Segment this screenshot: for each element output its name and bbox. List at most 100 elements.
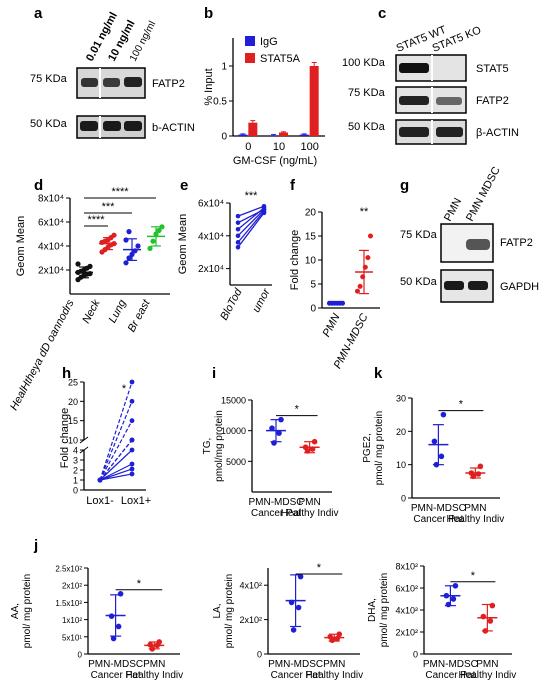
y-tick-label: 6x10⁴ <box>38 218 64 229</box>
x-tick-label: PMN <box>321 312 343 339</box>
data-point <box>487 618 494 624</box>
paired-line <box>237 205 265 217</box>
y-tick-label: 0 <box>401 494 406 504</box>
y-axis-label: PGE2, <box>362 433 373 462</box>
sig-stars: * <box>459 399 464 411</box>
y-tick-label: 0 <box>73 486 78 496</box>
legend-label-igg: IgG <box>260 36 278 48</box>
data-point <box>110 635 117 642</box>
y-tick-label: 0 <box>221 132 227 143</box>
y-tick-label: 2x10² <box>239 615 262 625</box>
y-tick-label: 30 <box>396 394 406 404</box>
blot-c-marker-75: 75 KDa <box>348 87 386 99</box>
x-tick-label: HealHtheya dD oannodrs <box>8 297 77 412</box>
y-axis-label: Geom Mean <box>15 216 27 277</box>
paired-line <box>99 420 133 481</box>
blot-c-band-label-stat5: STAT5 <box>476 63 509 75</box>
data-point <box>87 263 93 269</box>
x-tick-label-line1: PMN <box>464 503 486 514</box>
paired-line <box>237 212 265 248</box>
x-tick-label: 0 <box>245 141 251 153</box>
data-point-lox1-neg <box>97 477 103 483</box>
significance-stars: * <box>122 383 127 395</box>
data-point <box>327 634 334 640</box>
blot-a: 0.01 ng/ml 10 ng/ml 100 ng/ml 75 KDa 50 … <box>30 10 195 139</box>
x-tick-label-line1: PMN <box>298 497 320 508</box>
y-axis-label: Geom Mean <box>177 214 189 275</box>
data-point-tumor <box>261 207 267 212</box>
y-tick-label: 8x10⁴ <box>38 194 64 205</box>
x-tick-label-line2: Healthy Indiv <box>446 514 504 525</box>
y-tick-label: 5x10¹ <box>62 633 82 642</box>
data-point <box>489 602 496 609</box>
chart-j-dha: 0 2x10² 4x10² 6x10² 8x10² DHA, pmol/ mg protei… <box>367 562 516 682</box>
sig-neck-stars: **** <box>87 214 105 226</box>
panel-letter-b: b <box>204 5 213 22</box>
sig-stars: * <box>471 570 476 582</box>
blot-g: PMN PMN MDSC 75 KDa 50 KDa FATP2 GAPDH <box>400 165 539 303</box>
data-point <box>480 613 487 620</box>
y-tick-label: 0 <box>78 651 83 660</box>
y-tick-label: 15 <box>305 232 317 243</box>
blot-a-band-label-actin: b-ACTIN <box>152 122 195 134</box>
y-axis-label: Fold change <box>59 408 71 469</box>
bar-stat5a <box>309 66 319 136</box>
data-point-lox1-pos <box>129 398 135 404</box>
blot-g-gapdh-band-2 <box>468 281 488 290</box>
data-point <box>126 255 132 261</box>
paired-line <box>99 381 133 481</box>
data-point-lox1-pos <box>129 379 135 385</box>
data-point <box>368 233 373 239</box>
panel-letter-f: f <box>290 177 296 194</box>
blot-c-band-label-actin: β-ACTIN <box>476 127 519 139</box>
chart-i-tg: 5000 10000 15000 TG, pmol/mg protein * PMN-MDS… <box>202 396 339 520</box>
blot-c-band-label-fatp2: FATP2 <box>476 95 509 107</box>
x-tick-label-line1: PMN-MDSC <box>411 503 466 514</box>
y-tick-label: 10 <box>305 256 317 267</box>
y-tick-label: 6x10⁴ <box>198 199 224 210</box>
panel-letter-e: e <box>180 177 188 194</box>
data-point <box>123 237 129 243</box>
y-tick-label: 4 <box>73 446 78 456</box>
y-axis-label: TG, <box>202 438 213 455</box>
blot-a-band-1 <box>81 78 98 87</box>
y-tick-label: 2 <box>73 466 78 476</box>
paired-line <box>99 439 133 481</box>
x-tick-label-line1: PMN-MDSC <box>268 659 323 670</box>
y-tick-label: 6x10² <box>395 584 418 594</box>
y-tick-label: 15000 <box>221 396 246 406</box>
data-point <box>150 238 156 244</box>
chart-b-chip-bar: 0 0.5 1 % Input 0 10 100 GM-CSF (ng/mL) IgG STAT5… <box>203 36 325 167</box>
sig-stars: * <box>295 404 300 416</box>
x-tick-label-line1: PMN <box>143 659 165 670</box>
blot-a-band-2 <box>103 78 120 87</box>
data-point <box>123 260 129 266</box>
data-point <box>147 245 153 251</box>
sig-stars: * <box>137 578 142 590</box>
data-point <box>276 430 282 436</box>
paired-line <box>99 473 133 481</box>
data-point-blood <box>235 233 241 239</box>
data-point-blood <box>235 226 241 232</box>
data-point <box>440 411 447 418</box>
data-point <box>159 224 165 230</box>
blot-g-fatp2-band <box>466 239 490 250</box>
y-tick-label: 20 <box>396 427 406 437</box>
y-tick-label: 4x10² <box>395 606 418 616</box>
paired-line <box>99 468 133 481</box>
data-point <box>475 471 482 477</box>
x-tick-label-line2: Healthy Indiv <box>125 670 183 681</box>
panel-letter-h: h <box>62 365 71 382</box>
panel-letter-i: i <box>212 365 216 382</box>
blot-a-actin-band-1 <box>80 121 98 131</box>
data-point <box>111 232 117 238</box>
blot-c-fatp2-band-1 <box>399 96 429 105</box>
y-axis-label: LA, <box>212 603 223 618</box>
data-point-lox1-pos <box>129 466 135 472</box>
y-tick-label: 4x10⁴ <box>38 242 64 253</box>
chart-k-pge2: 0 10 20 30 PGE2, pmol/ mg protein * PMN-MDSCCan… <box>362 394 504 526</box>
y-axis-label-unit: pmol/ mg protein <box>379 573 390 647</box>
data-point <box>431 438 438 445</box>
